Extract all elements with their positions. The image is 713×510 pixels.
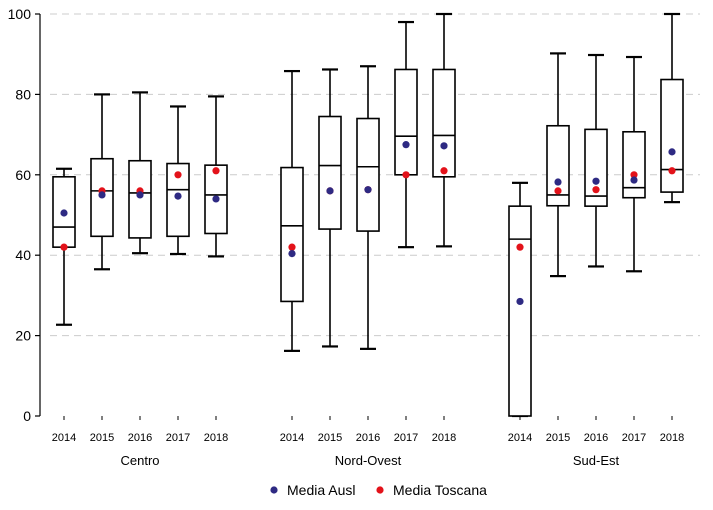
x-tick-label-year: 2016	[356, 432, 380, 444]
y-tick-label: 0	[23, 408, 31, 424]
media-ausl-point	[288, 249, 296, 258]
media-toscana-point	[60, 243, 68, 251]
box-iqr	[508, 205, 532, 417]
box-iqr	[394, 68, 418, 176]
x-tick-label-year: 2017	[394, 432, 418, 444]
x-tick-label-year: 2014	[508, 432, 532, 444]
media-toscana-point	[174, 171, 182, 179]
media-ausl-point	[60, 209, 68, 217]
x-tick-label-year: 2018	[660, 432, 684, 444]
x-tick-label-year: 2017	[166, 432, 190, 444]
box-iqr	[128, 159, 152, 239]
group-label: Nord-Ovest	[335, 453, 402, 468]
media-toscana-point	[212, 167, 220, 175]
media-ausl-point	[98, 191, 106, 199]
y-tick-label: 20	[15, 328, 31, 344]
media-ausl-point	[554, 178, 562, 186]
media-toscana-point	[592, 186, 600, 194]
y-tick-label: 80	[15, 86, 31, 102]
media-ausl-point	[212, 195, 220, 203]
media-ausl-point	[630, 176, 638, 184]
media-toscana-point	[288, 243, 296, 251]
x-tick-label-year: 2015	[318, 432, 342, 444]
x-tick-label-year: 2015	[546, 432, 570, 444]
x-tick-label-year: 2018	[204, 432, 228, 444]
media-ausl-point	[440, 142, 448, 150]
box-iqr	[660, 78, 684, 193]
box-iqr	[432, 68, 456, 178]
media-ausl-point	[516, 297, 524, 306]
legend-label-ausl: Media Ausl	[287, 482, 355, 498]
group-label: Sud-Est	[573, 453, 620, 468]
x-tick-label-year: 2014	[280, 432, 304, 444]
media-toscana-point	[516, 243, 524, 251]
media-toscana-point	[402, 171, 410, 179]
box-iqr	[546, 124, 570, 207]
y-tick-label: 100	[8, 6, 32, 22]
media-ausl-point	[402, 141, 410, 149]
group-label: Centro	[120, 453, 159, 468]
box-iqr	[166, 162, 190, 238]
media-toscana-point	[554, 187, 562, 195]
media-ausl-point	[174, 192, 182, 200]
media-ausl-point	[592, 177, 600, 185]
media-toscana-point	[630, 171, 638, 179]
x-tick-label-year: 2015	[90, 432, 114, 444]
box-iqr	[356, 117, 380, 232]
legend-marker-ausl	[270, 486, 278, 494]
media-ausl-point	[364, 186, 372, 194]
media-ausl-point	[326, 187, 334, 195]
box-iqr	[622, 130, 646, 199]
box-iqr	[584, 128, 608, 207]
x-tick-label-year: 2017	[622, 432, 646, 444]
y-tick-label: 40	[15, 247, 31, 263]
media-ausl-point	[668, 148, 676, 156]
y-tick-label: 60	[15, 167, 31, 183]
legend-marker-toscana	[376, 486, 384, 494]
x-tick-label-year: 2016	[584, 432, 608, 444]
box-iqr	[280, 166, 304, 303]
legend-label-toscana: Media Toscana	[393, 482, 487, 498]
x-tick-label-year: 2014	[52, 432, 76, 444]
media-toscana-point	[668, 167, 676, 175]
media-ausl-point	[136, 191, 144, 199]
x-tick-label-year: 2016	[128, 432, 152, 444]
media-toscana-point	[440, 167, 448, 175]
box-iqr	[318, 115, 342, 230]
x-tick-label-year: 2018	[432, 432, 456, 444]
